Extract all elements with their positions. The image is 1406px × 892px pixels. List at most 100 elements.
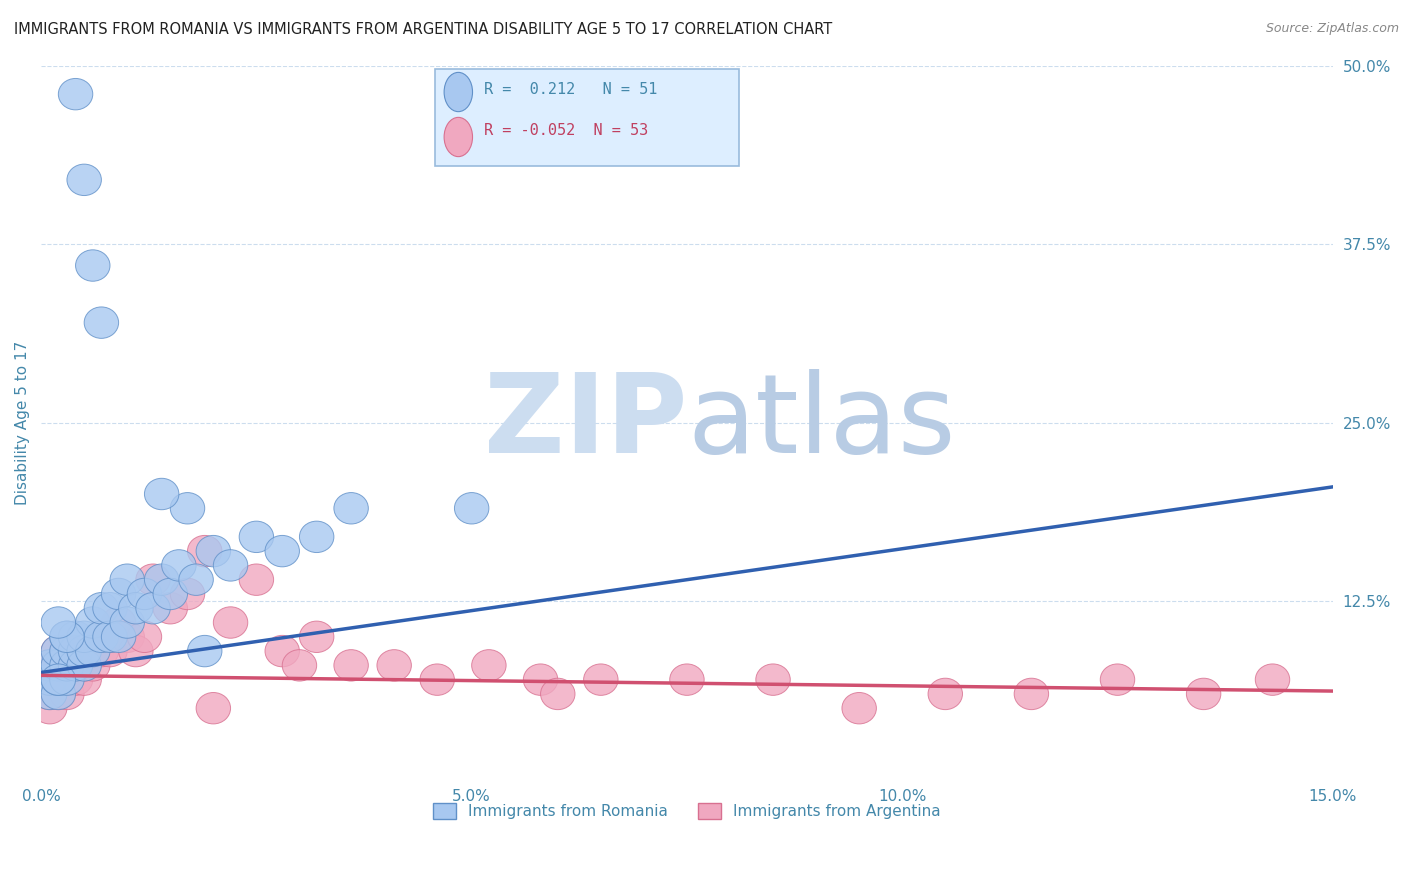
Ellipse shape [41, 664, 76, 696]
Ellipse shape [540, 678, 575, 710]
Ellipse shape [49, 635, 84, 667]
Ellipse shape [110, 621, 145, 653]
Ellipse shape [84, 635, 118, 667]
Ellipse shape [195, 692, 231, 724]
Ellipse shape [264, 635, 299, 667]
Ellipse shape [41, 664, 76, 696]
Ellipse shape [67, 621, 101, 653]
Ellipse shape [118, 635, 153, 667]
Ellipse shape [67, 164, 101, 195]
Ellipse shape [93, 592, 127, 624]
Ellipse shape [420, 664, 454, 696]
Ellipse shape [49, 664, 84, 696]
Ellipse shape [136, 564, 170, 595]
Ellipse shape [49, 621, 84, 653]
Text: atlas: atlas [688, 369, 956, 476]
Ellipse shape [32, 649, 67, 681]
Ellipse shape [444, 72, 472, 112]
Ellipse shape [127, 621, 162, 653]
Ellipse shape [32, 692, 67, 724]
Ellipse shape [58, 635, 93, 667]
Ellipse shape [239, 521, 274, 552]
Ellipse shape [67, 649, 101, 681]
Ellipse shape [145, 564, 179, 595]
Ellipse shape [84, 307, 118, 338]
Legend: Immigrants from Romania, Immigrants from Argentina: Immigrants from Romania, Immigrants from… [426, 797, 948, 825]
Ellipse shape [76, 607, 110, 639]
Ellipse shape [756, 664, 790, 696]
Ellipse shape [377, 649, 412, 681]
Ellipse shape [101, 607, 136, 639]
Ellipse shape [76, 635, 110, 667]
Ellipse shape [101, 578, 136, 609]
Ellipse shape [76, 649, 110, 681]
Ellipse shape [669, 664, 704, 696]
Ellipse shape [842, 692, 876, 724]
Ellipse shape [153, 578, 187, 609]
Ellipse shape [283, 649, 316, 681]
Ellipse shape [333, 492, 368, 524]
Ellipse shape [67, 635, 101, 667]
Ellipse shape [67, 635, 101, 667]
Text: Source: ZipAtlas.com: Source: ZipAtlas.com [1265, 22, 1399, 36]
Ellipse shape [41, 635, 76, 667]
Ellipse shape [58, 621, 93, 653]
Ellipse shape [583, 664, 619, 696]
Ellipse shape [58, 78, 93, 110]
Ellipse shape [58, 635, 93, 667]
Ellipse shape [1014, 678, 1049, 710]
Ellipse shape [928, 678, 963, 710]
Ellipse shape [187, 535, 222, 566]
Ellipse shape [41, 635, 76, 667]
Ellipse shape [84, 621, 118, 653]
Ellipse shape [523, 664, 558, 696]
Ellipse shape [58, 664, 93, 696]
FancyBboxPatch shape [434, 70, 738, 166]
Ellipse shape [333, 649, 368, 681]
Ellipse shape [58, 649, 93, 681]
Ellipse shape [41, 649, 76, 681]
Ellipse shape [76, 635, 110, 667]
Ellipse shape [101, 621, 136, 653]
Ellipse shape [49, 621, 84, 653]
Ellipse shape [32, 649, 67, 681]
Ellipse shape [32, 678, 67, 710]
Ellipse shape [239, 564, 274, 595]
Ellipse shape [32, 678, 67, 710]
Ellipse shape [76, 250, 110, 281]
Ellipse shape [118, 592, 153, 624]
Ellipse shape [170, 578, 205, 609]
Ellipse shape [49, 649, 84, 681]
Ellipse shape [93, 621, 127, 653]
Ellipse shape [93, 635, 127, 667]
Text: R =  0.212   N = 51: R = 0.212 N = 51 [484, 82, 658, 97]
Ellipse shape [162, 549, 195, 581]
Text: ZIP: ZIP [484, 369, 688, 476]
Ellipse shape [214, 607, 247, 639]
Ellipse shape [299, 521, 333, 552]
Ellipse shape [32, 664, 67, 696]
Ellipse shape [187, 635, 222, 667]
Ellipse shape [41, 664, 76, 696]
Ellipse shape [84, 621, 118, 653]
Ellipse shape [454, 492, 489, 524]
Ellipse shape [67, 649, 101, 681]
Y-axis label: Disability Age 5 to 17: Disability Age 5 to 17 [15, 341, 30, 505]
Ellipse shape [41, 678, 76, 710]
Ellipse shape [264, 535, 299, 566]
Ellipse shape [49, 649, 84, 681]
Ellipse shape [170, 492, 205, 524]
Ellipse shape [110, 564, 145, 595]
Ellipse shape [145, 478, 179, 509]
Text: IMMIGRANTS FROM ROMANIA VS IMMIGRANTS FROM ARGENTINA DISABILITY AGE 5 TO 17 CORR: IMMIGRANTS FROM ROMANIA VS IMMIGRANTS FR… [14, 22, 832, 37]
Ellipse shape [153, 592, 187, 624]
Ellipse shape [1256, 664, 1289, 696]
Ellipse shape [49, 635, 84, 667]
Ellipse shape [1101, 664, 1135, 696]
Ellipse shape [136, 592, 170, 624]
Ellipse shape [93, 621, 127, 653]
Ellipse shape [179, 564, 214, 595]
Ellipse shape [49, 678, 84, 710]
Ellipse shape [214, 549, 247, 581]
Ellipse shape [471, 649, 506, 681]
